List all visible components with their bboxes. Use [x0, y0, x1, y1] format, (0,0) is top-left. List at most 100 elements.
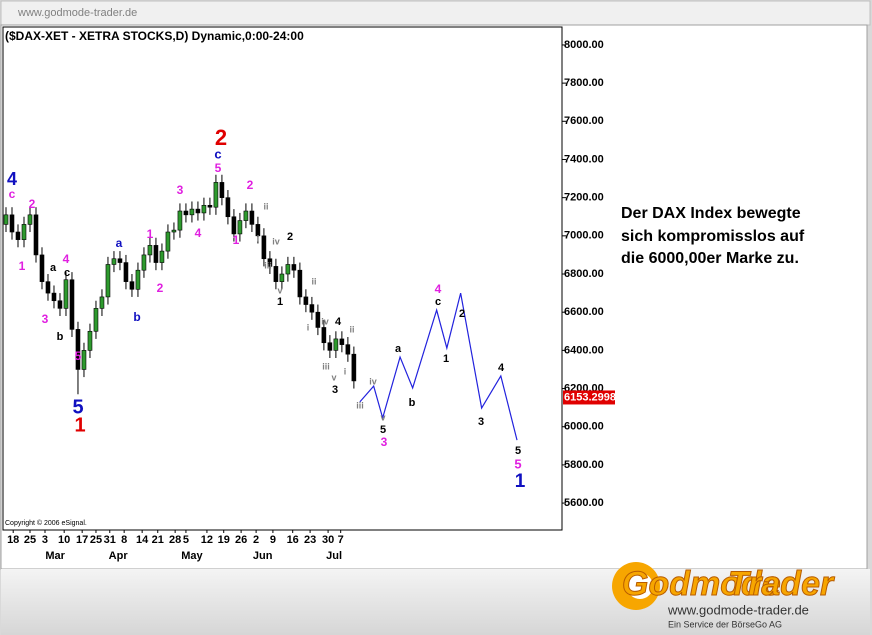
x-tick-label: 14	[136, 534, 149, 546]
wave-label: v	[331, 372, 336, 382]
wave-label: 5	[75, 349, 82, 363]
wave-label: 5	[215, 161, 222, 175]
x-tick-label: 12	[201, 534, 213, 546]
candle-body	[153, 245, 159, 263]
wave-label: b	[57, 331, 64, 343]
x-tick-label: 3	[42, 534, 48, 546]
candle-body	[333, 338, 339, 351]
x-tick-label: 17	[76, 534, 88, 546]
wave-label: 5	[514, 456, 521, 471]
x-month-label: Apr	[109, 550, 129, 562]
wave-label: 3	[177, 183, 184, 197]
wave-label: b	[133, 310, 140, 324]
candle-body	[297, 269, 303, 298]
wave-label: 4	[335, 316, 342, 328]
wave-label: iv	[369, 376, 377, 386]
candle-body	[45, 281, 51, 294]
candle-body	[267, 258, 273, 267]
candle-body	[237, 220, 243, 235]
x-tick-label: 18	[7, 534, 19, 546]
wave-label: iv	[272, 236, 280, 246]
candle-body	[117, 258, 123, 263]
wave-label: iii	[322, 361, 330, 371]
wave-label: 2	[287, 231, 293, 243]
candle-body	[135, 269, 141, 290]
candle-body	[303, 296, 309, 305]
x-tick-label: 2	[253, 534, 259, 546]
wave-label: 5	[515, 445, 521, 457]
candle-body	[75, 329, 81, 370]
wave-label: 4	[7, 169, 17, 189]
wave-label: ii	[349, 324, 354, 334]
candle-body	[309, 304, 315, 313]
candle-body	[27, 214, 33, 225]
candle-body	[15, 231, 21, 240]
y-tick-label: 6000.00	[564, 421, 604, 433]
y-tick-label: 7200.00	[564, 192, 604, 204]
candle-body	[315, 311, 321, 328]
x-tick-label: 10	[58, 534, 70, 546]
footer-url: www.godmode-trader.de	[667, 602, 809, 617]
candle-body	[81, 350, 87, 370]
y-tick-label: 7800.00	[564, 77, 604, 89]
candle-body	[129, 281, 135, 290]
chart-panel	[0, 24, 868, 570]
candle-body	[345, 344, 351, 355]
wave-label: 1	[233, 233, 240, 247]
wave-label: 4	[63, 252, 70, 266]
candle-body	[147, 245, 153, 256]
candle-body	[105, 264, 111, 298]
copyright: Copyright © 2006 eSignal.	[5, 519, 87, 527]
candle-body	[183, 210, 189, 216]
footer-bar	[1, 569, 870, 635]
last-price-box	[563, 390, 615, 405]
wave-label: 4	[498, 362, 505, 374]
x-tick-label: 30	[322, 534, 334, 546]
candle-body	[123, 262, 129, 282]
wave-label: 2	[29, 197, 36, 211]
logo-trader: Trader	[728, 565, 835, 603]
wave-label: 3	[478, 416, 484, 428]
x-tick-label: 21	[152, 534, 164, 546]
wave-label: 1	[443, 353, 449, 365]
x-tick-label: 5	[183, 534, 189, 546]
y-tick-label: 6400.00	[564, 344, 604, 356]
x-tick-label: 31	[104, 534, 116, 546]
candle-body	[351, 353, 357, 382]
candle-body	[207, 204, 213, 208]
wave-label: iii	[356, 400, 364, 410]
wave-label: c	[214, 146, 221, 161]
candle-body	[285, 264, 291, 275]
footer-tagline: Ein Service der BörseGo AG	[668, 619, 782, 629]
wave-label: 5	[72, 396, 83, 418]
wave-label: c	[9, 187, 16, 201]
y-tick-label: 6800.00	[564, 268, 604, 280]
candle-body	[231, 216, 237, 235]
y-tick-label: 5800.00	[564, 459, 604, 471]
y-tick-label: 7000.00	[564, 230, 604, 242]
candle-body	[339, 338, 345, 345]
x-tick-label: 19	[218, 534, 230, 546]
x-tick-label: 8	[121, 534, 127, 546]
wave-label: b	[409, 397, 416, 409]
wave-label: v	[380, 412, 385, 422]
x-tick-label: 23	[304, 534, 316, 546]
candle-body	[33, 214, 39, 256]
candle-body	[93, 308, 99, 332]
candle-body	[39, 254, 45, 282]
y-tick-label: 6600.00	[564, 306, 604, 318]
top-bar	[0, 0, 871, 26]
y-tick-label: 8000.00	[564, 39, 604, 51]
candle-body	[291, 264, 297, 271]
x-tick-label: 25	[90, 534, 102, 546]
wave-label: c	[64, 267, 70, 279]
candle-body	[321, 327, 327, 344]
x-tick-label: 16	[287, 534, 299, 546]
candle-body	[165, 231, 171, 252]
commentary-line: Der DAX Index bewegte	[621, 205, 801, 222]
candle-body	[255, 224, 261, 237]
candle-body	[177, 210, 183, 231]
wave-label: v	[277, 285, 282, 295]
y-tick-label: 7400.00	[564, 153, 604, 165]
